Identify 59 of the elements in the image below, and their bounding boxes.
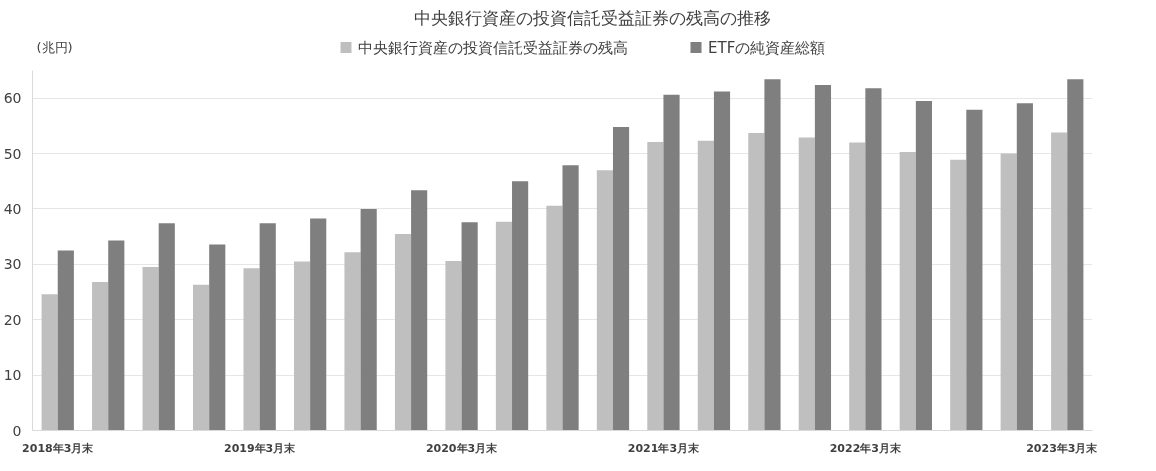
bar — [142, 267, 159, 431]
bar — [546, 205, 563, 431]
x-tick-label: 2018年3月末 — [22, 441, 95, 455]
bar — [1016, 103, 1033, 431]
bar — [310, 218, 327, 431]
x-tick-label: 2022年3月末 — [829, 441, 902, 455]
bar — [360, 208, 377, 431]
bar — [1000, 153, 1017, 431]
y-tick-label: 0 — [12, 422, 22, 439]
bar — [950, 159, 967, 431]
bar — [495, 221, 513, 431]
y-tick-label: 30 — [3, 256, 22, 273]
bar — [915, 100, 932, 431]
y-tick-label: 20 — [3, 311, 22, 328]
bar — [849, 142, 866, 431]
bar — [865, 88, 882, 431]
y-tick-label: 50 — [3, 145, 22, 162]
bar — [243, 268, 260, 431]
bar — [209, 244, 226, 431]
y-tick-label: 10 — [3, 367, 22, 384]
bar — [1067, 79, 1084, 431]
chart-title: 中央銀行資産の投資信託受益証券の残高の推移 — [414, 7, 771, 28]
bar — [697, 140, 714, 431]
bar — [461, 222, 478, 431]
bar — [158, 223, 175, 431]
bar — [612, 126, 630, 431]
bar — [193, 284, 210, 431]
x-tick-label: 2021年3月末 — [627, 441, 701, 455]
bar — [41, 294, 58, 431]
bar — [764, 79, 781, 431]
bar — [293, 261, 311, 431]
bar — [899, 151, 916, 431]
legend-label: ETFの純資産総額 — [708, 38, 826, 57]
bar — [1051, 132, 1068, 431]
legend-label: 中央銀行資産の投資信託受益証券の残高 — [358, 38, 628, 57]
bar — [57, 250, 74, 431]
x-tick-label: 2020年3月末 — [425, 441, 499, 455]
bar — [713, 91, 731, 431]
bar — [647, 141, 664, 431]
x-tick-label: 2019年3月末 — [224, 441, 297, 455]
bar — [748, 133, 765, 431]
bar — [562, 165, 579, 431]
bar — [663, 94, 680, 431]
bar — [596, 170, 613, 431]
bar — [394, 233, 412, 431]
bar — [798, 137, 815, 431]
bar — [512, 181, 529, 431]
bar — [108, 240, 125, 431]
y-tick-label: 60 — [3, 90, 22, 107]
x-tick-label: 2023年3月末 — [1026, 441, 1099, 455]
y-axis-title: (兆円) — [36, 40, 73, 55]
bar — [966, 109, 983, 431]
y-tick-label: 40 — [3, 200, 22, 217]
bar — [259, 223, 276, 431]
bar — [445, 261, 462, 431]
bar — [411, 190, 428, 431]
bar — [344, 252, 361, 431]
bar — [92, 282, 109, 431]
bar — [814, 84, 832, 431]
